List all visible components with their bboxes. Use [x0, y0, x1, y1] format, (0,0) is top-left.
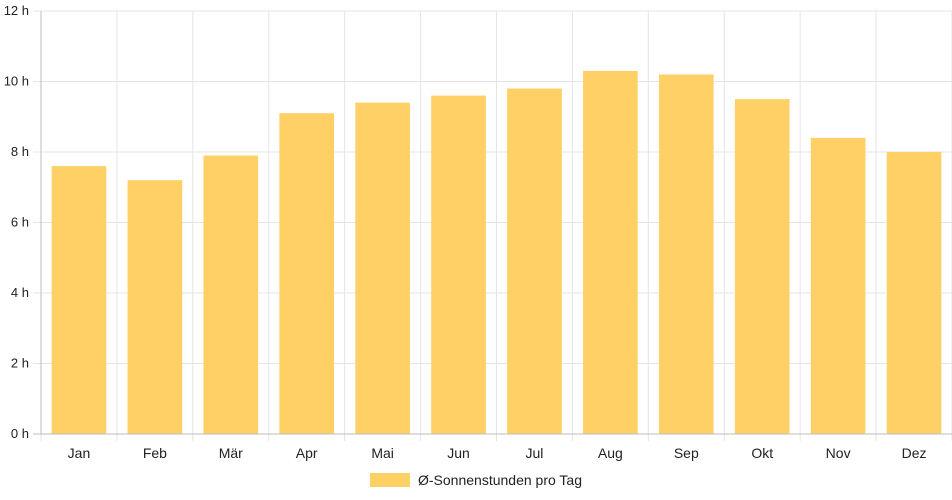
x-tick-label: Dez — [902, 445, 927, 461]
grid-lines — [33, 10, 952, 441]
x-axis-ticks: Jan Feb Mär Apr Mai Jun Jul Aug Sep Okt Nov Dez — [68, 445, 927, 461]
bars-group — [51, 70, 942, 435]
y-tick-label: 0 h — [11, 426, 29, 441]
x-tick-label: Apr — [296, 445, 318, 461]
legend[interactable]: Ø-Sonnenstunden pro Tag — [0, 472, 952, 488]
x-tick-label: Jan — [68, 445, 91, 461]
x-tick-label: Jul — [526, 445, 544, 461]
legend-label: Ø-Sonnenstunden pro Tag — [418, 472, 582, 488]
y-tick-label: 6 h — [11, 215, 29, 230]
x-tick-label: Okt — [751, 445, 773, 461]
bar-jan[interactable] — [51, 166, 107, 434]
x-tick-label: Mär — [219, 445, 243, 461]
bar-aug[interactable] — [583, 70, 638, 435]
x-tick-label: Nov — [826, 445, 851, 461]
x-tick-label: Jun — [447, 445, 470, 461]
y-tick-label: 2 h — [11, 356, 29, 371]
bar-dez[interactable] — [886, 152, 942, 434]
bar-nov[interactable] — [810, 137, 866, 434]
bar-jun[interactable] — [431, 95, 486, 434]
bar-mär[interactable] — [203, 155, 259, 434]
y-tick-label: 8 h — [11, 144, 29, 159]
axes — [33, 11, 952, 435]
y-tick-label: 10 h — [4, 74, 29, 89]
y-tick-label: 4 h — [11, 285, 29, 300]
x-tick-label: Feb — [143, 445, 167, 461]
bar-okt[interactable] — [734, 99, 790, 434]
x-tick-label: Sep — [674, 445, 699, 461]
bar-apr[interactable] — [279, 113, 335, 434]
bar-mai[interactable] — [355, 102, 410, 435]
legend-swatch — [370, 473, 410, 487]
y-tick-label: 12 h — [4, 3, 29, 18]
x-tick-label: Aug — [598, 445, 623, 461]
bar-jul[interactable] — [507, 88, 562, 435]
y-axis-ticks: 0 h 2 h 4 h 6 h 8 h 10 h 12 h — [4, 3, 29, 441]
x-tick-label: Mai — [371, 445, 394, 461]
bar-sep[interactable] — [658, 74, 714, 434]
bar-feb[interactable] — [127, 180, 183, 434]
